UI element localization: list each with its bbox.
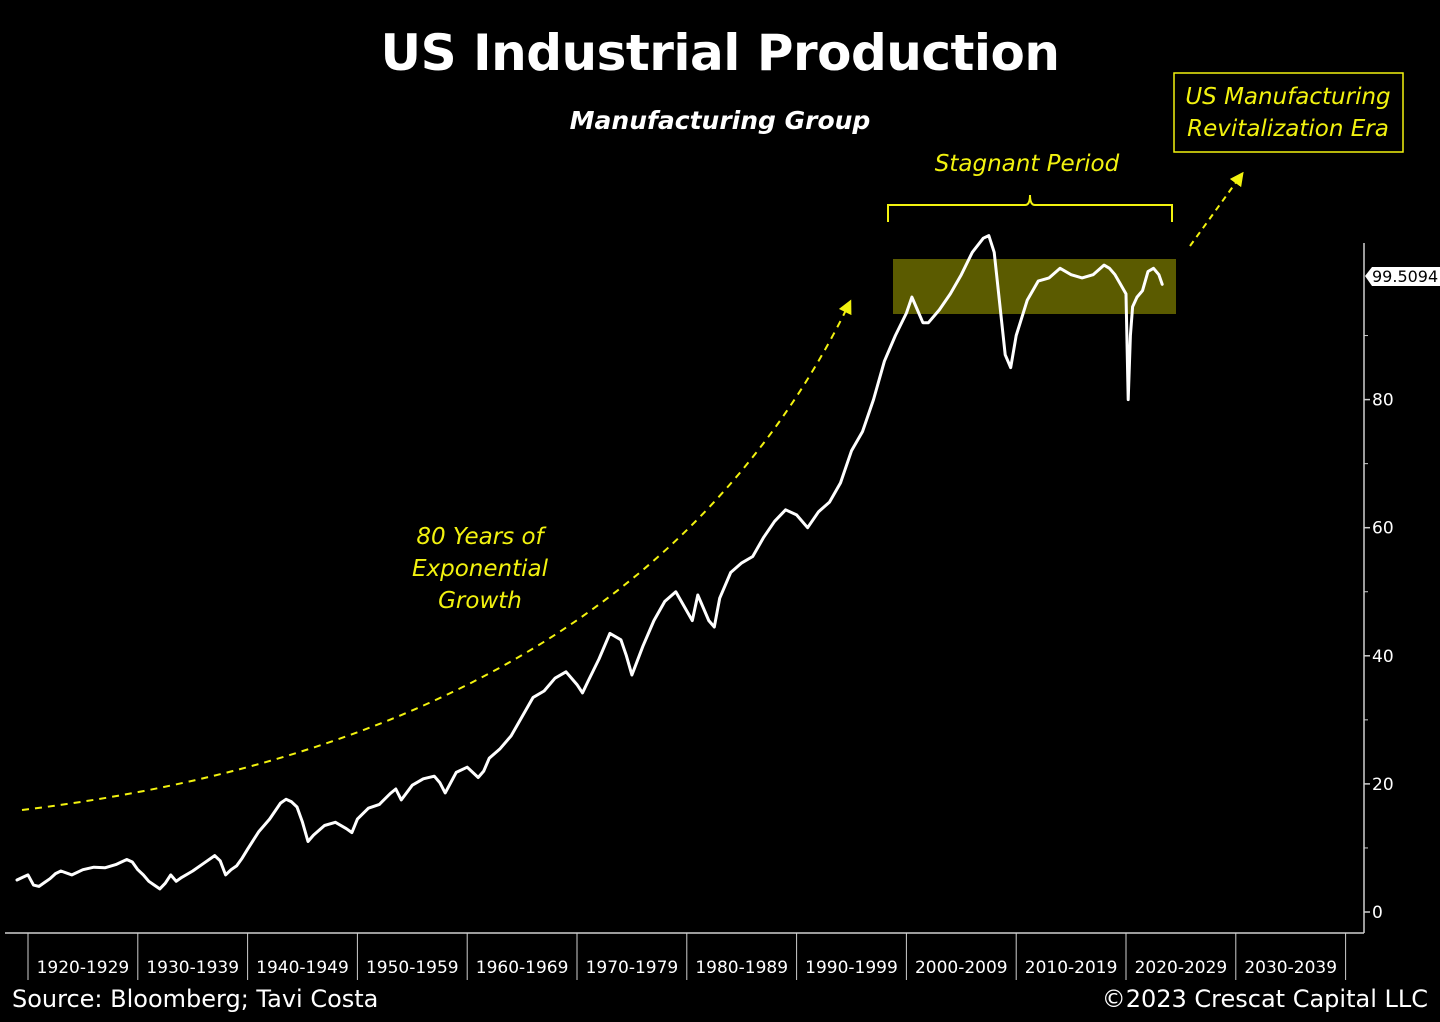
y-tick-label: 40 bbox=[1372, 647, 1394, 667]
revitalization-box bbox=[1173, 72, 1404, 153]
stagnant-label: Stagnant Period bbox=[935, 151, 1120, 177]
x-tick-label: 1930-1939 bbox=[146, 958, 239, 978]
y-tick-label: 0 bbox=[1372, 903, 1383, 923]
x-tick-label: 1970-1979 bbox=[586, 958, 679, 978]
revitalization-label-line-1: US Manufacturing bbox=[1185, 84, 1390, 110]
last-value-label: 99.5094 bbox=[1372, 267, 1438, 286]
x-tick-label: 1980-1989 bbox=[695, 958, 788, 978]
x-tick-label: 1920-1929 bbox=[37, 958, 130, 978]
growth-label-line-3: Growth bbox=[438, 588, 522, 614]
stagnant-bracket bbox=[887, 194, 1173, 222]
growth-label-line-1: 80 Years of bbox=[416, 524, 546, 550]
page-title: US Industrial Production bbox=[380, 24, 1060, 82]
last-value-tag: 99.5094 bbox=[1365, 267, 1440, 286]
series-line bbox=[15, 234, 1164, 891]
page-subtitle: Manufacturing Group bbox=[569, 106, 871, 135]
y-tick-label: 80 bbox=[1372, 391, 1394, 411]
revitalization-label-line-2: Revitalization Era bbox=[1187, 116, 1389, 142]
growth-label-line-2: Exponential bbox=[412, 556, 549, 582]
y-axis-ticks: 0 20 40 60 80 bbox=[1364, 335, 1394, 923]
x-tick-label: 2010-2019 bbox=[1025, 958, 1118, 978]
x-axis-ticks: 1920-1929 1930-1939 1940-1949 1950-1959 1960… bbox=[27, 933, 1347, 980]
x-tick-label: 1960-1969 bbox=[476, 958, 569, 978]
x-tick-label: 2020-2029 bbox=[1135, 958, 1228, 978]
x-tick-label: 1950-1959 bbox=[366, 958, 459, 978]
x-tick-label: 1990-1999 bbox=[805, 958, 898, 978]
copyright-note: ©2023 Crescat Capital LLC bbox=[1101, 985, 1428, 1013]
source-note: Source: Bloomberg; Tavi Costa bbox=[12, 985, 379, 1013]
x-tick-label: 2000-2009 bbox=[915, 958, 1008, 978]
x-tick-label: 1940-1949 bbox=[256, 958, 349, 978]
x-tick-label: 2030-2039 bbox=[1244, 958, 1337, 978]
y-tick-label: 20 bbox=[1372, 775, 1394, 795]
growth-arrow bbox=[21, 299, 852, 811]
y-tick-label: 60 bbox=[1372, 519, 1394, 539]
revitalization-arrow bbox=[1189, 171, 1244, 247]
